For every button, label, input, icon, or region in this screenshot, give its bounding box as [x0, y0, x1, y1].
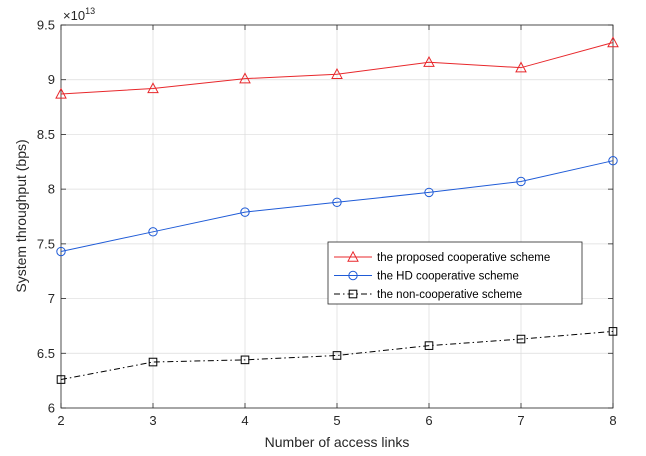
series-line [60, 160, 614, 253]
data-point [424, 187, 434, 198]
series-layer [55, 36, 619, 384]
x-tick-label: 7 [517, 413, 524, 428]
data-point [516, 176, 526, 187]
x-tick-label: 4 [241, 413, 248, 428]
x-tick-label: 2 [57, 413, 64, 428]
x-tick-label: 8 [609, 413, 616, 428]
data-point [516, 334, 526, 344]
data-point [608, 327, 618, 336]
y-tick-label: 7.5 [37, 236, 55, 251]
y-exponent-label: ×1013 [63, 6, 95, 23]
data-point [240, 355, 250, 365]
data-point [607, 36, 619, 48]
data-point [608, 155, 618, 166]
series-line [60, 330, 614, 381]
data-point [423, 55, 435, 67]
data-point [148, 227, 158, 237]
legend-marker [347, 250, 359, 262]
legend-label: the HD cooperative scheme [377, 271, 519, 283]
x-tick-label: 5 [333, 413, 340, 428]
legend-marker [348, 270, 358, 281]
y-tick-label: 9 [48, 72, 55, 87]
data-point [239, 72, 251, 84]
data-point [331, 67, 343, 79]
x-axis-label: Number of access links [265, 434, 410, 450]
data-point [147, 82, 159, 94]
data-point [55, 87, 67, 99]
data-point [56, 246, 66, 257]
data-point [332, 351, 342, 360]
axis-ticks: 2 3 4 5 6 7 8 6 6.5 7 7.5 8 8.5 9 9.5 [37, 18, 617, 429]
y-tick-label: 6 [48, 401, 55, 416]
series-2 [56, 155, 618, 257]
y-tick-label: 6.5 [37, 346, 55, 361]
y-axis-label: System throughput (bps) [13, 139, 29, 292]
x-tick-label: 3 [149, 413, 156, 428]
data-point [332, 197, 342, 207]
x-tick-label: 6 [425, 413, 432, 428]
data-point [148, 357, 158, 367]
legend-item: the non-cooperative scheme [334, 289, 522, 301]
data-point [424, 341, 434, 350]
legend-label: the non-cooperative scheme [377, 289, 522, 301]
legend-marker [348, 289, 358, 299]
y-tick-label: 7 [48, 291, 55, 306]
series-3 [56, 327, 618, 384]
legend-label: the proposed cooperative scheme [377, 252, 550, 264]
legend: the proposed cooperative scheme the HD co… [327, 241, 583, 305]
data-point [56, 375, 66, 384]
legend-item: the HD cooperative scheme [334, 271, 519, 283]
data-point [515, 61, 527, 73]
series-line [60, 42, 614, 95]
series-1 [55, 36, 619, 99]
legend-item: the proposed cooperative scheme [334, 250, 550, 264]
grid-lines [60, 24, 614, 409]
y-tick-label: 8 [48, 182, 55, 197]
y-tick-label: 8.5 [37, 127, 55, 142]
y-tick-label: 9.5 [37, 18, 55, 33]
data-point [240, 207, 250, 217]
